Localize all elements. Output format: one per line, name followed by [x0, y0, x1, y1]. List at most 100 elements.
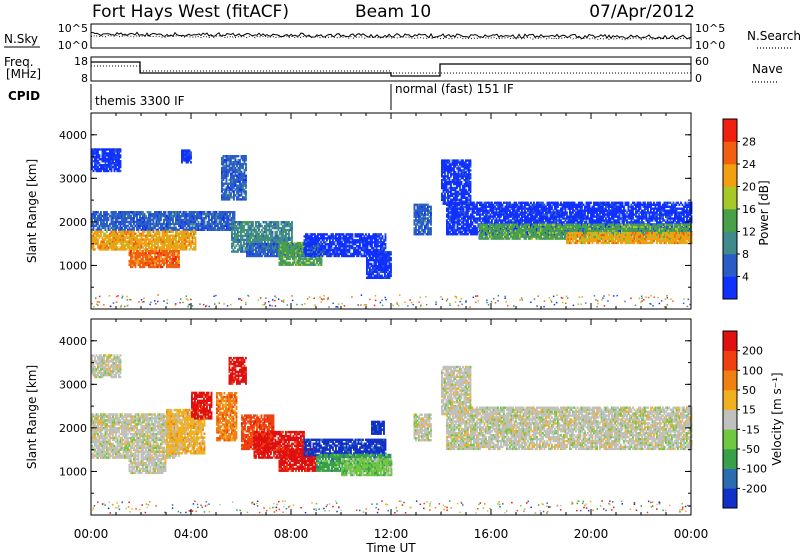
heatmap-cell: [118, 148, 120, 151]
heatmap-cell: [140, 259, 143, 263]
heatmap-cell: [182, 244, 185, 247]
heatmap-cell: [122, 238, 125, 241]
heatmap-cell: [140, 253, 143, 257]
heatmap-cell: [136, 244, 138, 247]
heatmap-cell: [110, 156, 113, 159]
noise-speckle: [157, 294, 159, 296]
heatmap-cell: [199, 211, 201, 214]
heatmap-cell: [145, 257, 147, 261]
noise-speckle: [396, 303, 399, 305]
heatmap-cell: [145, 214, 147, 218]
heatmap-cell: [137, 261, 140, 265]
heatmap-cell: [211, 226, 213, 230]
heatmap-cell: [227, 216, 230, 220]
heatmap-cell: [143, 226, 146, 230]
heatmap-cell: [142, 251, 144, 255]
heatmap-cell: [133, 246, 135, 249]
heatmap-cell: [199, 228, 201, 231]
heatmap-cell: [148, 224, 150, 228]
noise-speckle: [187, 306, 189, 308]
heatmap-cell: [100, 242, 102, 245]
heatmap-cell: [163, 220, 165, 224]
heatmap-cell: [140, 250, 143, 253]
heatmap-cell: [134, 263, 137, 267]
heatmap-cell: [94, 218, 96, 222]
heatmap-cell: [115, 222, 117, 226]
heatmap-cell: [182, 151, 185, 154]
noise-left-tick-top: 10^5: [58, 22, 88, 35]
heatmap-cell: [151, 261, 153, 265]
heatmap-cell: [94, 162, 96, 165]
heatmap-cell: [91, 214, 93, 218]
heatmap-cell: [115, 246, 117, 249]
heatmap-cell: [143, 244, 146, 247]
heatmap-cell: [151, 244, 153, 247]
heatmap-cell: [227, 214, 230, 218]
heatmap-cell: [191, 224, 194, 228]
heatmap-cell: [194, 218, 197, 222]
heatmap-cell: [113, 232, 116, 235]
heatmap-cell: [98, 162, 101, 165]
noise-speckle: [653, 296, 655, 298]
heatmap-cell: [469, 159, 472, 162]
heatmap-cell: [121, 228, 123, 231]
heatmap-cell: [202, 211, 204, 214]
heatmap-cell: [116, 156, 119, 159]
heatmap-cell: [91, 213, 93, 216]
heatmap-cell: [211, 213, 213, 216]
heatmap-cell: [226, 216, 228, 220]
heatmap-cell: [163, 250, 165, 253]
noise-speckle: [497, 300, 499, 302]
noise-speckle: [493, 298, 495, 300]
heatmap-cell: [145, 246, 147, 249]
noise-speckle: [543, 300, 546, 302]
heatmap-cell: [112, 156, 114, 159]
heatmap-cell: [217, 214, 219, 218]
heatmap-cell: [161, 242, 164, 245]
heatmap-cell: [146, 238, 149, 241]
heatmap-cell: [140, 224, 143, 228]
date-title: 07/Apr/2012: [589, 2, 695, 22]
heatmap-cell: [291, 221, 293, 224]
heatmap-cell: [161, 259, 164, 263]
freq-panel-frame: [90, 56, 692, 82]
heatmap-cell: [112, 228, 114, 231]
heatmap-cell: [131, 213, 134, 216]
noise-speckle: [199, 303, 201, 305]
heatmap-cell: [127, 242, 129, 245]
noise-speckle: [441, 298, 444, 300]
heatmap-cell: [104, 228, 107, 231]
heatmap-cell: [160, 251, 162, 255]
heatmap-cell: [390, 251, 392, 254]
heatmap-cell: [121, 236, 123, 239]
heatmap-cell: [154, 238, 156, 241]
heatmap-cell: [110, 238, 113, 241]
heatmap-cell: [118, 230, 120, 233]
heatmap-cell: [169, 242, 171, 245]
heatmap-cell: [175, 244, 177, 247]
noise-speckle: [277, 298, 280, 300]
heatmap-cell: [166, 226, 168, 230]
heatmap-cell: [110, 226, 113, 230]
heatmap-cell: [170, 238, 173, 241]
heatmap-cell: [161, 226, 164, 230]
heatmap-cell: [110, 154, 113, 157]
heatmap-cell: [103, 160, 105, 163]
heatmap-cell: [104, 211, 107, 214]
heatmap-cell: [95, 222, 98, 226]
heatmap-cell: [205, 213, 207, 216]
heatmap-cell: [103, 232, 105, 235]
heatmap-cell: [131, 263, 134, 267]
heatmap-cell: [146, 222, 149, 226]
heatmap-cell: [103, 148, 105, 151]
heatmap-cell: [103, 246, 105, 249]
heatmap-cell: [124, 236, 126, 239]
heatmap-cell: [143, 224, 146, 228]
heatmap-cell: [131, 259, 134, 263]
heatmap-cell: [163, 251, 165, 255]
heatmap-cell: [131, 218, 134, 222]
heatmap-cell: [158, 257, 161, 261]
heatmap-cell: [217, 213, 219, 216]
heatmap-cell: [104, 218, 107, 222]
noise-speckle: [239, 298, 241, 300]
